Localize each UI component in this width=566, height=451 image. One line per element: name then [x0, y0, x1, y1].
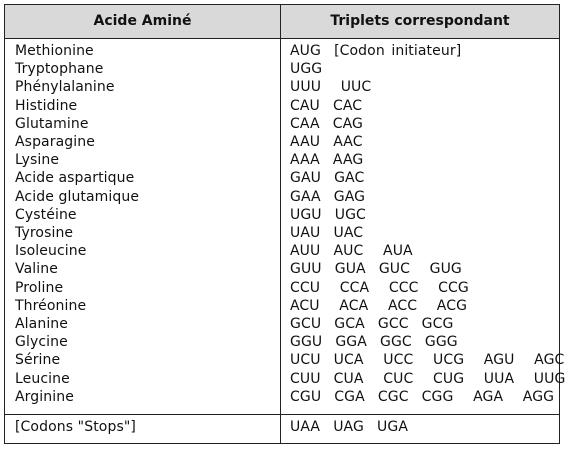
genetic-code-table: Acide Aminé Triplets correspondant Methi… — [4, 4, 565, 444]
codon-triplets: ACU ACA ACC ACG — [290, 297, 468, 314]
codon-triplets: CUU CUA CUC CUG UUA UUG — [290, 370, 566, 387]
codon-triplets: UGU UGC — [290, 206, 366, 223]
amino-acid-name: Tyrosine — [15, 225, 74, 241]
codon-triplets: AUU AUC AUA — [290, 243, 413, 260]
amino-acid-name: Sérine — [15, 352, 61, 369]
amino-acid-name: Isoleucine — [15, 243, 87, 260]
codon-triplets: GCU GCA GCC GCG — [290, 316, 454, 332]
amino-acid-name: Lysine — [15, 152, 60, 169]
codon-triplets: AAU AAC — [290, 134, 363, 150]
amino-acid-name: Arginine — [15, 388, 74, 405]
amino-acid-name: Acide aspartique — [15, 170, 135, 187]
amino-acid-name: Glycine — [15, 334, 68, 351]
codon-triplets: UCU UCA UCC UCG AGU AGC — [290, 352, 565, 369]
codon-triplets: CAA CAG — [290, 115, 363, 132]
stop-codons-label: [Codons "Stops"] — [15, 419, 136, 435]
amino-acid-name: Acide glutamique — [15, 188, 140, 205]
amino-acid-name: Methionine — [15, 43, 94, 59]
amino-acid-name: Histidine — [15, 97, 78, 114]
amino-acid-name: Valine — [15, 261, 58, 278]
codon-triplets: CCU CCA CCC CCG — [290, 279, 469, 296]
codon-triplets: UAU UAC — [290, 225, 364, 241]
codon-triplets: UGG — [290, 61, 323, 78]
codon-triplets: CAU CAC — [290, 97, 363, 114]
codon-triplets: AAA AAG — [290, 152, 364, 169]
codon-triplets: GAU GAC — [290, 170, 365, 187]
amino-acid-name: Alanine — [15, 316, 68, 332]
amino-acid-name: Phénylalanine — [15, 79, 115, 96]
codon-triplets: GUU GUA GUC GUG — [290, 261, 462, 278]
table-header: Acide Aminé Triplets correspondant — [5, 5, 559, 39]
amino-acid-name: Asparagine — [15, 134, 95, 150]
header-amino-acid: Acide Aminé — [93, 13, 192, 29]
amino-acid-name: Proline — [15, 279, 64, 296]
header-triplets: Triplets correspondant — [330, 13, 510, 29]
stops-divider — [5, 414, 559, 415]
codon-triplets: GGU GGA GGC GGG — [290, 334, 458, 351]
column-divider — [280, 5, 281, 443]
amino-acid-name: Glutamine — [15, 115, 89, 132]
stop-codons-values: UAA UAG UGA — [290, 419, 408, 435]
codon-triplets: CGU CGA CGC CGG AGA AGG — [290, 388, 555, 405]
amino-acid-name: Thréonine — [15, 297, 87, 314]
amino-acid-name: Cystéine — [15, 206, 77, 223]
amino-acid-name: Leucine — [15, 370, 70, 387]
codon-triplets: UUU UUC — [290, 79, 372, 96]
codon-triplets: GAA GAG — [290, 188, 366, 205]
amino-acid-name: Tryptophane — [15, 61, 104, 78]
codon-triplets: AUG [Codon initiateur] — [290, 43, 462, 59]
